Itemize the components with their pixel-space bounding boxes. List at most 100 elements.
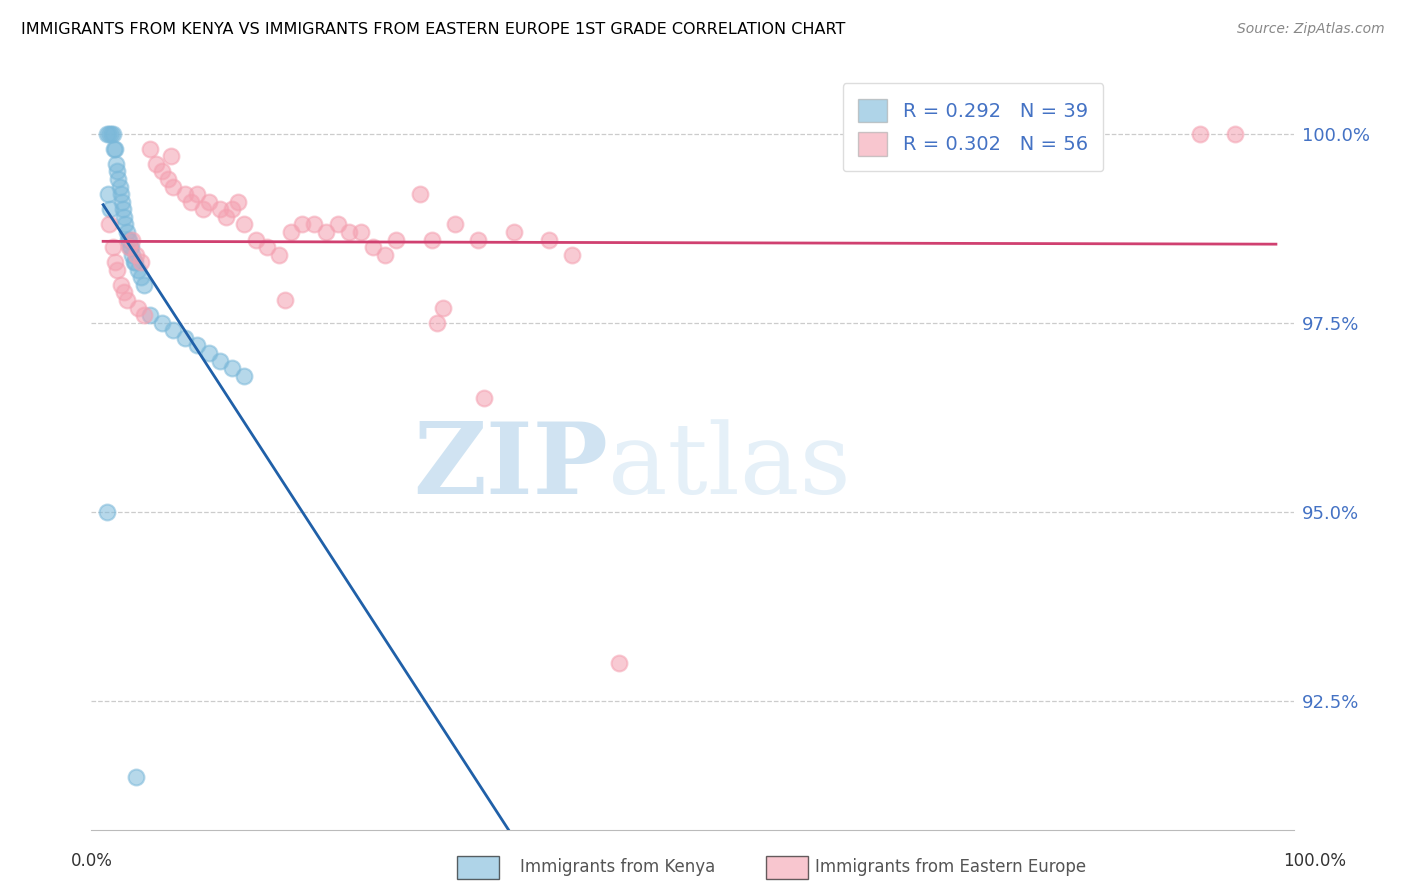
Point [160, 149, 183, 163]
Point [105, 262, 128, 277]
Point [385, 233, 408, 247]
Point [129, 270, 152, 285]
Point [426, 316, 449, 330]
Point [156, 172, 179, 186]
Point [232, 218, 254, 232]
Point [174, 331, 197, 345]
Point [245, 233, 267, 247]
Point [374, 247, 396, 261]
Point [180, 194, 202, 209]
Point [209, 202, 232, 217]
Point [472, 392, 495, 406]
Point [302, 218, 325, 232]
Point [127, 262, 149, 277]
Point [120, 240, 142, 254]
Text: IMMIGRANTS FROM KENYA VS IMMIGRANTS FROM EASTERN EUROPE 1ST GRADE CORRELATION CH: IMMIGRANTS FROM KENYA VS IMMIGRANTS FROM… [21, 22, 845, 37]
Point [104, 255, 127, 269]
Point [267, 247, 290, 261]
Text: atlas: atlas [609, 419, 851, 515]
Point [280, 225, 302, 239]
Point [125, 247, 148, 261]
Point [134, 308, 156, 322]
Text: ZIP: ZIP [413, 418, 609, 516]
Point [129, 255, 152, 269]
Text: 0.0%: 0.0% [70, 852, 112, 870]
Point [110, 187, 132, 202]
Point [101, 127, 124, 141]
Legend: R = 0.292   N = 39, R = 0.302   N = 56: R = 0.292 N = 39, R = 0.302 N = 56 [842, 83, 1104, 171]
Point [215, 210, 238, 224]
Point [134, 277, 156, 292]
Point [150, 164, 173, 178]
Point [420, 233, 443, 247]
Point [162, 179, 184, 194]
Point [98, 127, 121, 141]
Point [104, 142, 127, 156]
Point [256, 240, 278, 254]
Point [98, 218, 121, 232]
Point [444, 218, 467, 232]
Point [118, 233, 141, 247]
Point [186, 338, 208, 352]
Point [221, 361, 243, 376]
Point [145, 157, 167, 171]
Point [315, 225, 337, 239]
Text: Source: ZipAtlas.com: Source: ZipAtlas.com [1237, 22, 1385, 37]
Point [361, 240, 384, 254]
Point [561, 247, 583, 261]
Point [139, 142, 162, 156]
Point [105, 164, 128, 178]
Point [432, 301, 454, 315]
Point [96, 127, 118, 141]
Point [112, 202, 135, 217]
Point [127, 301, 149, 315]
Point [108, 179, 131, 194]
Point [197, 194, 219, 209]
Point [111, 194, 134, 209]
Point [191, 202, 214, 217]
Point [197, 346, 219, 360]
Point [107, 172, 129, 186]
Point [1223, 127, 1246, 141]
Point [186, 187, 208, 202]
Point [103, 142, 125, 156]
Text: 100.0%: 100.0% [1284, 852, 1346, 870]
Point [105, 157, 128, 171]
Point [409, 187, 432, 202]
Point [121, 233, 143, 247]
Point [115, 293, 138, 307]
Point [150, 316, 173, 330]
Point [112, 285, 135, 300]
Point [117, 233, 139, 247]
Point [118, 240, 141, 254]
Point [221, 202, 243, 217]
Point [97, 187, 120, 202]
Point [232, 368, 254, 383]
Point [274, 293, 297, 307]
Point [114, 218, 136, 232]
Point [139, 308, 162, 322]
Point [115, 225, 138, 239]
Point [174, 187, 197, 202]
Point [350, 225, 373, 239]
Point [120, 240, 142, 254]
Point [100, 127, 122, 141]
Point [110, 277, 132, 292]
Point [101, 240, 124, 254]
Point [537, 233, 560, 247]
Point [467, 233, 489, 247]
Point [502, 225, 524, 239]
Point [121, 247, 143, 261]
Point [339, 225, 361, 239]
Point [98, 202, 121, 217]
Point [96, 505, 118, 519]
Point [112, 210, 135, 224]
Point [226, 194, 249, 209]
Text: Immigrants from Kenya: Immigrants from Kenya [520, 858, 716, 876]
Point [122, 255, 145, 269]
Point [1188, 127, 1211, 141]
Point [291, 218, 314, 232]
Point [326, 218, 349, 232]
Point [124, 255, 146, 269]
Point [125, 770, 148, 784]
